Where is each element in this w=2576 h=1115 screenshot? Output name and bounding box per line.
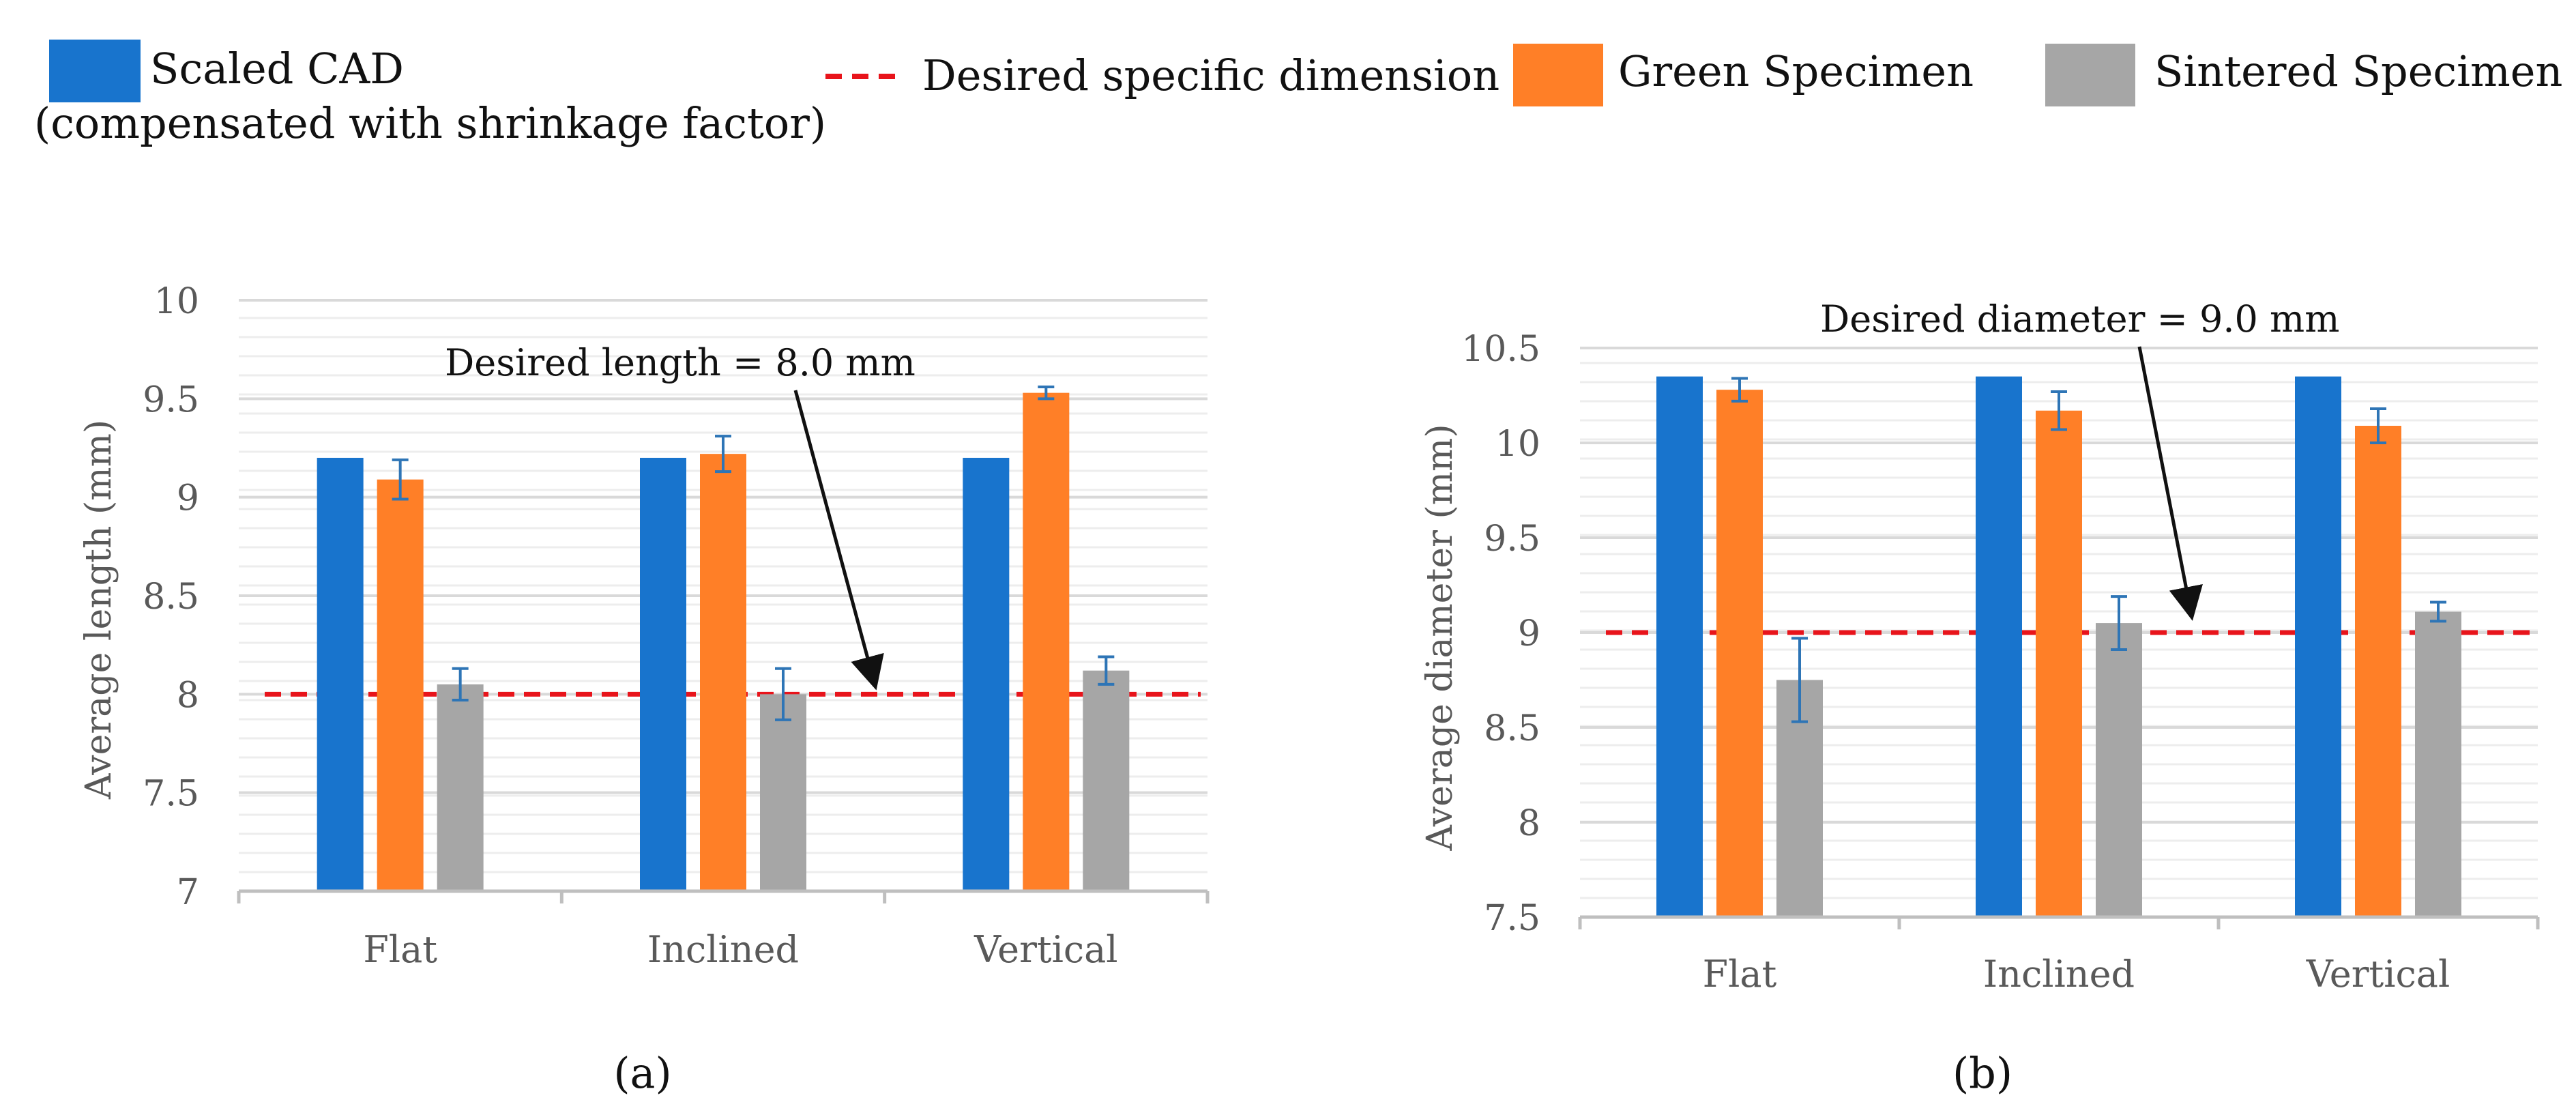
legend-label-desired: Desired specific dimension bbox=[922, 50, 1499, 100]
bar-sintered-inclined-b bbox=[2096, 623, 2142, 917]
legend-label-scaled-cad: Scaled CAD bbox=[150, 44, 404, 93]
bar-green-inclined-b bbox=[2036, 410, 2082, 917]
bar-scaled-cad-inclined-a bbox=[640, 457, 686, 891]
x-category-label-b: Flat bbox=[1703, 953, 1777, 996]
bar-green-inclined-a bbox=[700, 454, 746, 891]
y-axis-title-a: Average length (mm) bbox=[78, 420, 119, 800]
legend-swatch-scaled-cad bbox=[49, 40, 141, 102]
y-tick-label-a: 7 bbox=[177, 872, 199, 913]
y-tick-label-a: 9.5 bbox=[143, 379, 199, 420]
annotation-desired-length: Desired length = 8.0 mm bbox=[445, 341, 916, 384]
y-tick-label-a: 9 bbox=[177, 478, 199, 519]
y-tick-label-a: 8.5 bbox=[143, 577, 199, 618]
legend-label-sintered: Sintered Specimen bbox=[2154, 46, 2562, 96]
panel-label-a: (a) bbox=[613, 1048, 671, 1098]
bar-scaled-cad-vertical-a bbox=[963, 457, 1010, 891]
bar-green-flat-a bbox=[377, 479, 424, 891]
y-tick-label-a: 8 bbox=[177, 675, 199, 716]
x-category-label-a: Vertical bbox=[974, 928, 1118, 971]
bar-sintered-vertical-b bbox=[2415, 611, 2461, 917]
bar-scaled-cad-vertical-b bbox=[2295, 376, 2341, 917]
bar-scaled-cad-flat-b bbox=[1656, 376, 1703, 917]
bar-green-vertical-b bbox=[2355, 425, 2401, 917]
annotation-desired-diameter: Desired diameter = 9.0 mm bbox=[1820, 298, 2339, 341]
bar-sintered-inclined-a bbox=[760, 694, 806, 891]
bar-green-flat-b bbox=[1716, 390, 1763, 917]
bar-sintered-vertical-a bbox=[1083, 670, 1130, 891]
legend-swatch-green bbox=[1513, 44, 1603, 106]
bar-scaled-cad-inclined-b bbox=[1976, 376, 2022, 917]
legend-sublabel-scaled-cad: (compensated with shrinkage factor) bbox=[34, 98, 826, 148]
y-axis-title-b: Average diameter (mm) bbox=[1420, 424, 1461, 851]
y-tick-label-a: 7.5 bbox=[143, 774, 199, 815]
chart-panel-a: 7 7.5 8 8.5 9 9.5 10 Flat Inclined Vertical Aver… bbox=[78, 281, 1210, 1098]
x-category-label-b: Vertical bbox=[2306, 953, 2450, 996]
bar-scaled-cad-flat-a bbox=[317, 457, 364, 891]
legend-swatch-sintered bbox=[2045, 44, 2135, 106]
legend-label-green: Green Specimen bbox=[1618, 46, 1974, 96]
y-tick-label-b: 9.5 bbox=[1484, 519, 1540, 560]
legend: Scaled CAD (compensated with shrinkage f… bbox=[34, 40, 2562, 148]
y-tick-label-b: 8 bbox=[1518, 803, 1540, 844]
bar-sintered-flat-a bbox=[437, 684, 484, 891]
y-tick-label-b: 8.5 bbox=[1484, 708, 1540, 749]
y-tick-label-a: 10 bbox=[154, 281, 199, 322]
x-category-label-a: Flat bbox=[363, 928, 437, 971]
chart-panel-b: 7.5 8 8.5 9 9.5 10 10.5 Flat Inclined Vertical A… bbox=[1420, 298, 2540, 1098]
annotation-arrow-a bbox=[793, 390, 884, 691]
x-category-label-a: Inclined bbox=[647, 928, 799, 971]
x-category-label-b: Inclined bbox=[1983, 953, 2135, 996]
annotation-arrow-b bbox=[2137, 346, 2203, 621]
y-tick-label-b: 10 bbox=[1495, 424, 1540, 465]
y-tick-label-b: 10.5 bbox=[1461, 329, 1540, 370]
y-tick-label-b: 9 bbox=[1518, 613, 1540, 654]
panel-label-b: (b) bbox=[1952, 1048, 2012, 1098]
bar-green-vertical-a bbox=[1023, 392, 1070, 891]
y-tick-label-b: 7.5 bbox=[1484, 898, 1540, 939]
